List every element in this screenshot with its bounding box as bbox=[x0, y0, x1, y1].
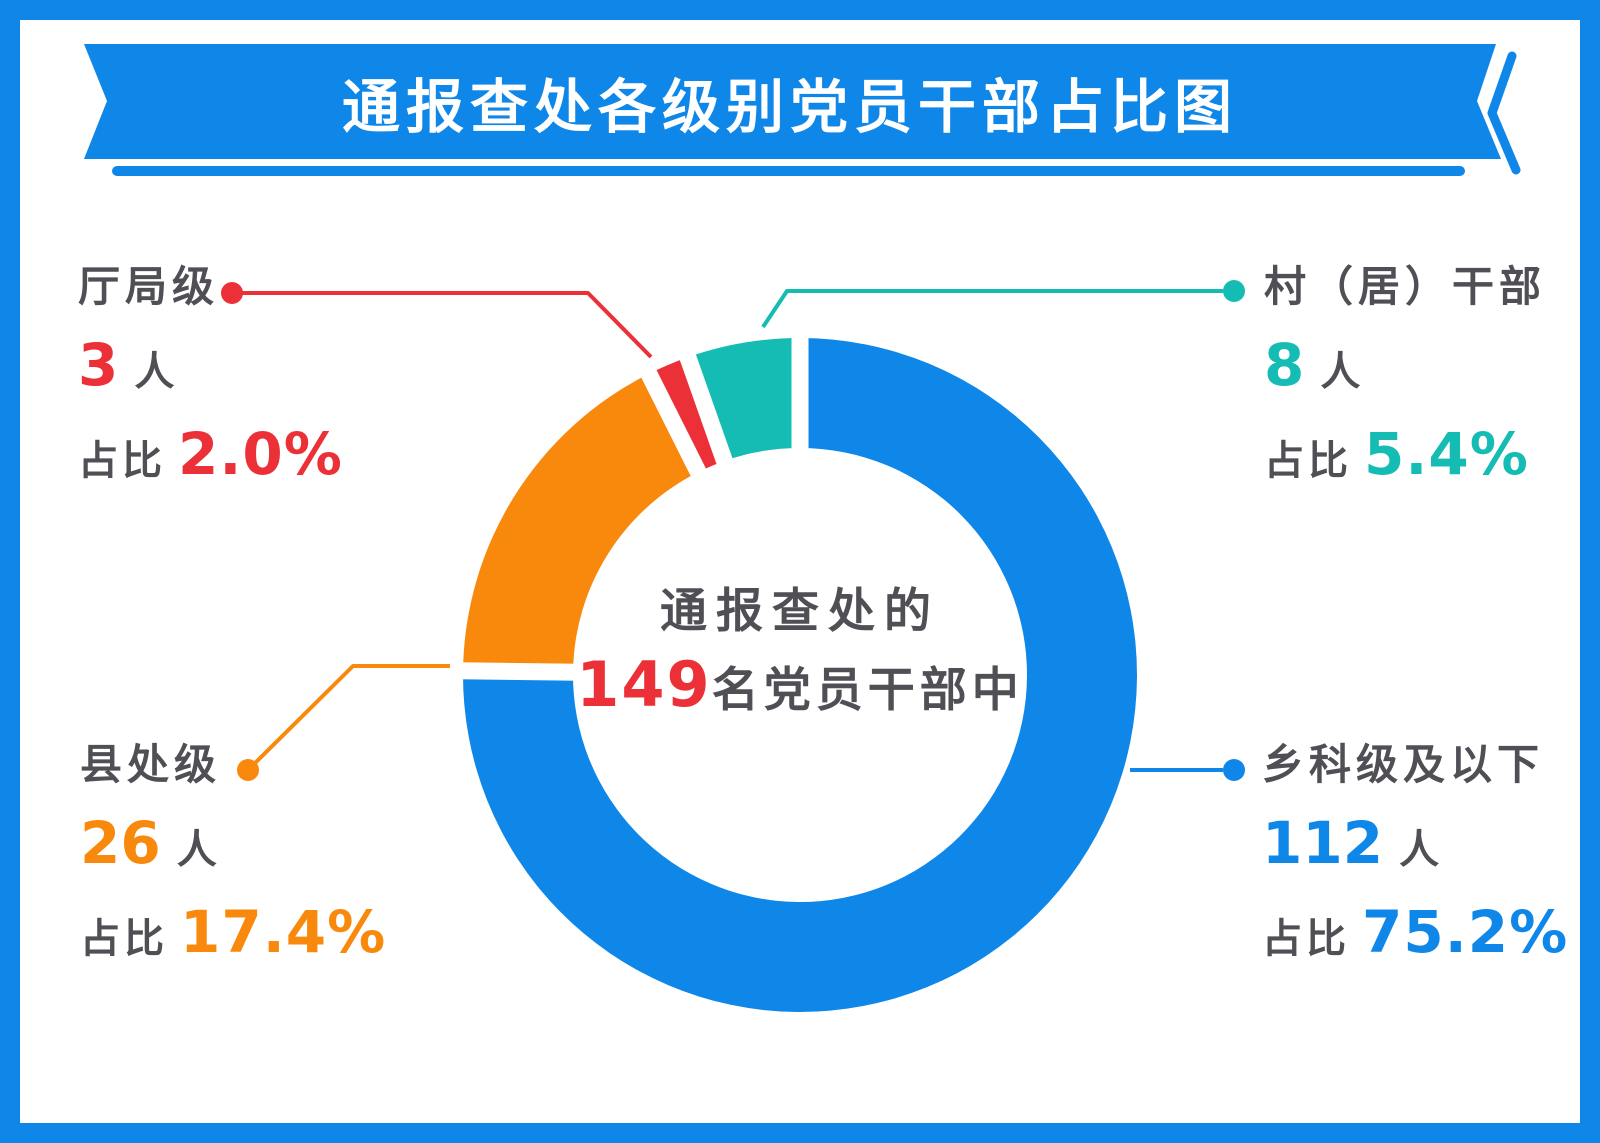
category-percent-row: 占比 75.2% bbox=[1262, 903, 1568, 976]
slice-separator bbox=[675, 341, 738, 477]
count-value: 112 bbox=[1262, 809, 1384, 877]
banner-chevron-accent bbox=[1487, 51, 1521, 175]
callout-xianchuji: 县处级 26 人 占比 17.4% bbox=[80, 740, 386, 976]
leader-dot bbox=[1223, 759, 1245, 781]
leader-dot bbox=[1223, 280, 1245, 302]
category-percent-row: 占比 5.4% bbox=[1264, 425, 1546, 498]
count-value: 3 bbox=[78, 331, 119, 399]
category-name: 县处级 bbox=[80, 740, 222, 789]
count-value: 8 bbox=[1264, 331, 1305, 399]
leader-line bbox=[246, 664, 450, 772]
callout-xiangkeji: 乡科级及以下 112 人 占比 75.2% bbox=[1262, 740, 1568, 976]
percent-value: 17.4% bbox=[180, 898, 387, 966]
category-count-row: 112 人 bbox=[1262, 814, 1568, 887]
banner-underline-bar bbox=[112, 166, 1465, 176]
page-title: 通报查处各级别党员干部占比图 bbox=[341, 73, 1238, 141]
donut-slice-厅局级 bbox=[648, 357, 725, 473]
percent-value: 5.4% bbox=[1364, 420, 1529, 488]
slice-separator bbox=[635, 357, 713, 489]
count-unit: 人 bbox=[134, 349, 177, 395]
banner-ribbon-shape bbox=[84, 44, 1501, 159]
center-label-line2: 149名党员干部中 bbox=[500, 654, 1100, 732]
count-unit: 人 bbox=[176, 827, 219, 873]
center-label-suffix: 名党员干部中 bbox=[711, 663, 1024, 718]
category-count-row: 26 人 bbox=[80, 814, 386, 887]
percent-prefix: 占比 bbox=[1264, 438, 1352, 484]
category-name: 村（居）干部 bbox=[1264, 262, 1547, 311]
total-count-value: 149 bbox=[576, 648, 712, 721]
center-label-line1: 通报查处的 bbox=[660, 584, 940, 639]
category-percent-row: 占比 2.0% bbox=[78, 425, 343, 498]
percent-prefix: 占比 bbox=[1262, 916, 1350, 962]
donut-center-label: 通报查处的 149名党员干部中 bbox=[500, 586, 1100, 732]
category-percent-row: 占比 17.4% bbox=[80, 903, 386, 976]
category-name: 乡科级及以下 bbox=[1262, 740, 1545, 789]
percent-prefix: 占比 bbox=[80, 916, 168, 962]
leader-dot bbox=[237, 759, 259, 781]
title-banner-ribbon bbox=[84, 44, 1521, 176]
leader-line bbox=[232, 291, 653, 359]
donut-slice-乡科级及以下 bbox=[463, 338, 1137, 1012]
count-unit: 人 bbox=[1320, 349, 1363, 395]
percent-prefix: 占比 bbox=[78, 438, 166, 484]
leader-line bbox=[761, 289, 1223, 329]
leader-dot bbox=[221, 282, 243, 304]
count-value: 26 bbox=[80, 809, 161, 877]
donut-slice-县处级 bbox=[463, 373, 699, 673]
percent-value: 2.0% bbox=[178, 420, 343, 488]
category-name: 厅局级 bbox=[78, 262, 220, 311]
percent-value: 75.2% bbox=[1362, 898, 1569, 966]
slice-separator bbox=[448, 662, 588, 681]
count-unit: 人 bbox=[1399, 827, 1442, 873]
